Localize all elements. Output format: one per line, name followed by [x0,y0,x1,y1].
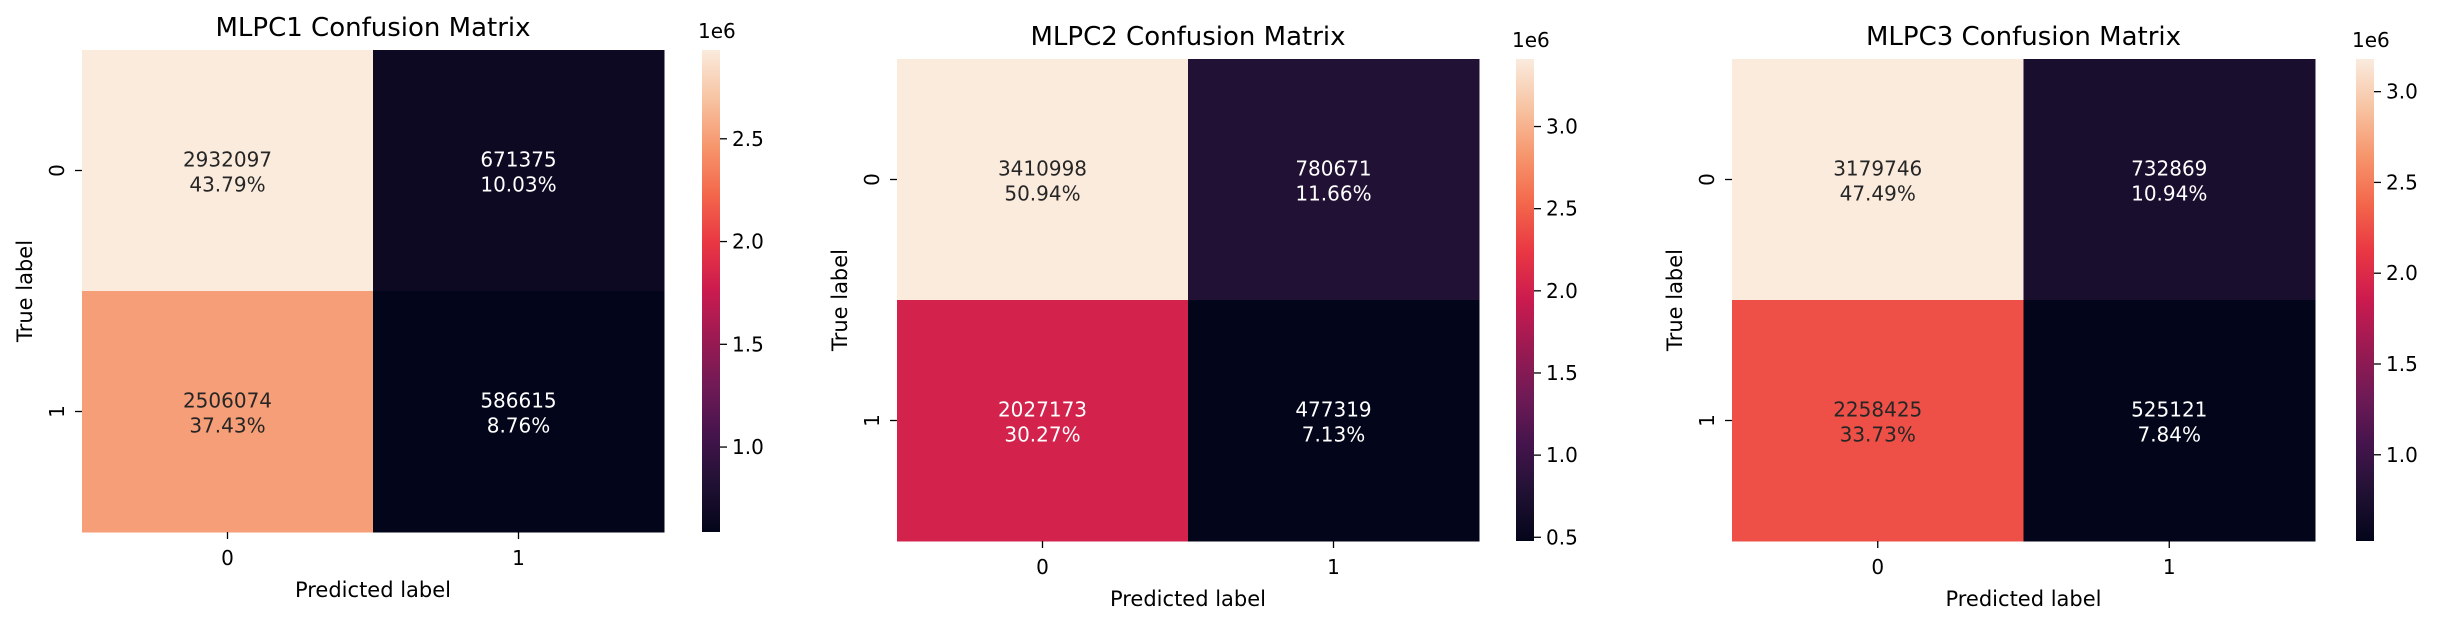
colorbar [2356,59,2374,541]
colorbar-multiplier-label: 1e6 [1512,28,1550,52]
x-tick-label: 0 [221,546,234,570]
colorbar-tick-label: 1.0 [732,435,764,459]
cell-count-label: 2932097 [183,148,272,172]
cell-count-label: 732869 [2131,157,2207,181]
x-tick-label: 0 [1871,555,1884,579]
x-tick-label: 1 [512,546,525,570]
cell-count-label: 3179746 [1833,157,1922,181]
colorbar-tick-label: 1.0 [2386,443,2418,467]
cell-count-label: 671375 [480,148,556,172]
heatmap-cell-0-0 [897,59,1189,301]
y-tick-label: 1 [1695,414,1719,427]
y-axis-label: True label [1663,249,1687,352]
colorbar-tick-label: 3.0 [2386,80,2418,104]
chart-title: MLPC1 Confusion Matrix [215,13,530,43]
colorbar-tick-label: 0.5 [1546,525,1578,549]
colorbar-tick-label: 3.0 [1546,115,1578,139]
colorbar-multiplier-label: 1e6 [2352,28,2390,52]
cell-percent-label: 47.49% [1840,182,1916,206]
colorbar-tick-label: 2.0 [2386,261,2418,285]
colorbar-tick-label: 1.0 [1546,443,1578,467]
cell-percent-label: 43.79% [189,173,265,197]
cell-percent-label: 7.13% [1302,423,1366,447]
heatmap-cell-1-0 [897,300,1189,542]
heatmap-cell-0-1 [1188,59,1480,301]
cell-percent-label: 8.76% [487,414,551,438]
colorbar-tick-label: 1.5 [1546,361,1578,385]
x-tick-label: 0 [1036,555,1049,579]
cell-percent-label: 10.94% [2131,182,2207,206]
x-tick-label: 1 [2163,555,2176,579]
colorbar [702,50,720,532]
colorbar-tick-label: 2.5 [732,127,764,151]
colorbar-tick-label: 2.0 [1546,279,1578,303]
heatmap-cell-1-1 [2023,300,2316,542]
cell-count-label: 2258425 [1833,398,1922,422]
cell-percent-label: 33.73% [1840,423,1916,447]
cell-count-label: 2027173 [998,398,1087,422]
heatmap-cell-1-1 [1188,300,1480,542]
colorbar-tick-label: 2.0 [732,230,764,254]
heatmap-cell-0-1 [373,50,665,292]
cell-count-label: 3410998 [998,157,1087,181]
heatmap-cell-1-0 [82,291,374,533]
x-axis-label: Predicted label [295,578,451,602]
cell-percent-label: 37.43% [189,414,265,438]
x-tick-label: 1 [1327,555,1340,579]
cell-percent-label: 30.27% [1004,423,1080,447]
cell-count-label: 780671 [1295,157,1371,181]
colorbar [1516,59,1534,541]
cell-count-label: 525121 [2131,398,2207,422]
cell-percent-label: 11.66% [1295,182,1371,206]
y-axis-label: True label [828,249,852,352]
x-axis-label: Predicted label [1945,587,2101,611]
cell-count-label: 586615 [480,389,556,413]
cell-percent-label: 10.03% [480,173,556,197]
y-tick-label: 1 [860,414,884,427]
y-tick-label: 0 [45,164,69,177]
y-tick-label: 0 [860,173,884,186]
colorbar-tick-label: 1.5 [732,332,764,356]
chart-title: MLPC2 Confusion Matrix [1030,22,1345,52]
heatmap-cell-0-1 [2023,59,2316,301]
cell-count-label: 477319 [1295,398,1371,422]
heatmap-cell-1-0 [1732,300,2024,542]
y-tick-label: 1 [45,405,69,418]
colorbar-tick-label: 2.5 [1546,197,1578,221]
cell-percent-label: 7.84% [2137,423,2201,447]
cell-percent-label: 50.94% [1004,182,1080,206]
y-axis-label: True label [13,240,37,343]
cell-count-label: 2506074 [183,389,272,413]
chart-title: MLPC3 Confusion Matrix [1866,22,2181,52]
colorbar-tick-label: 2.5 [2386,170,2418,194]
heatmap-cell-1-1 [373,291,665,533]
x-axis-label: Predicted label [1110,587,1266,611]
heatmap-cell-0-0 [1732,59,2024,301]
y-tick-label: 0 [1695,173,1719,186]
colorbar-multiplier-label: 1e6 [698,19,736,43]
heatmap-cell-0-0 [82,50,374,292]
colorbar-tick-label: 1.5 [2386,352,2418,376]
